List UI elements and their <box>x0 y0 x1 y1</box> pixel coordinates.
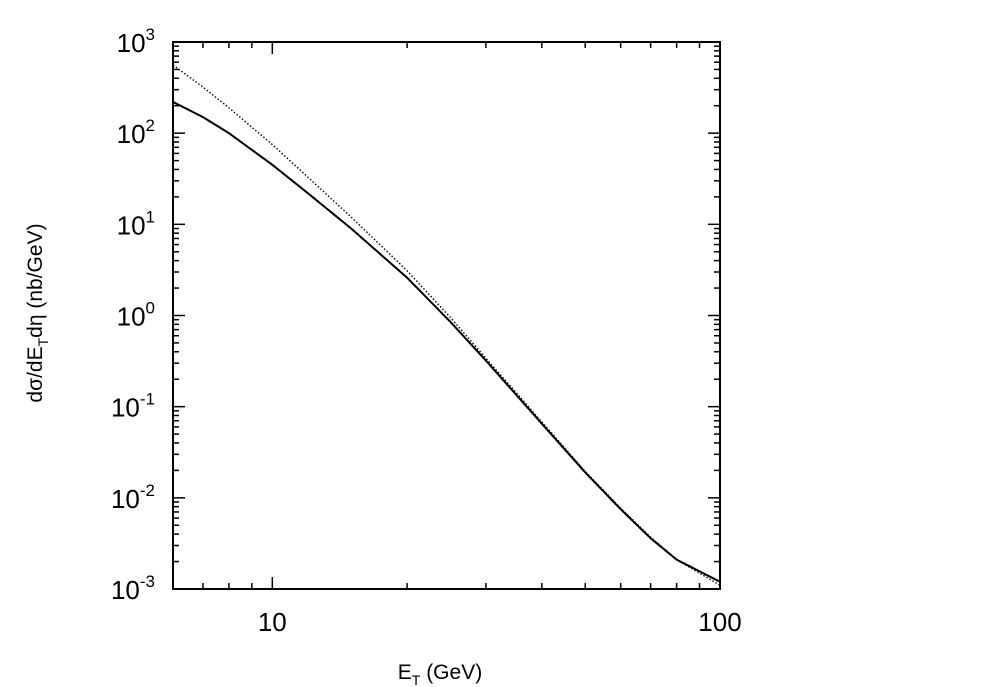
y-tick-label: 103 <box>117 25 155 58</box>
x-axis-title: ET (GeV) <box>398 661 482 687</box>
y-tick-label: 100 <box>117 299 155 332</box>
y-tick-label: 10-3 <box>111 572 155 605</box>
y-tick-labels: 103 102 101 100 10-1 10-2 10-3 <box>111 25 155 605</box>
axis-ticks <box>172 41 721 590</box>
x-tick-label: 100 <box>698 607 741 637</box>
series-solid-curve <box>172 101 721 583</box>
y-axis-title: dσ/dETdη (nb/GeV) <box>24 223 51 402</box>
series-dotted-curve <box>172 64 721 586</box>
plot-frame <box>172 41 721 590</box>
series-curves <box>172 64 721 586</box>
x-tick-labels: 10 100 <box>258 607 742 637</box>
y-tick-label: 10-1 <box>111 390 155 423</box>
y-tick-label: 10-2 <box>111 481 155 514</box>
y-tick-label: 102 <box>117 116 155 149</box>
x-tick-label: 10 <box>258 607 287 637</box>
y-tick-label: 101 <box>117 207 155 240</box>
